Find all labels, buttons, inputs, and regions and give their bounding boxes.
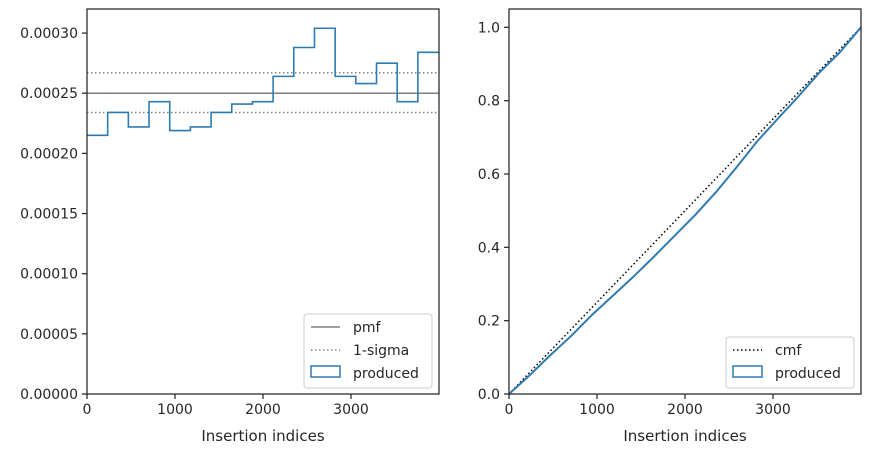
- left-x-axis-label: Insertion indices: [201, 427, 324, 445]
- right-y-tick-label: 0.8: [478, 94, 500, 110]
- legend-sigma-label: 1-sigma: [353, 343, 409, 359]
- right-plot-marks: [508, 26, 862, 395]
- left-x-tick-label: 1000: [157, 402, 193, 418]
- left-y-tick-label: 0.00010: [20, 267, 78, 283]
- pmf-histogram-panel: 0 1000 2000 3000 0.00000 0.00005 0.00010 0.0001…: [20, 8, 440, 445]
- left-x-tick-label: 2000: [245, 402, 281, 418]
- legend-produced-label: produced: [353, 366, 419, 382]
- legend-produced-cmf-swatch: [732, 365, 763, 378]
- right-y-tick-label: 0.4: [478, 240, 500, 256]
- produced-cmf-series: [508, 26, 862, 395]
- left-legend-box: [303, 313, 433, 389]
- left-y-tick-label: 0.00025: [20, 86, 78, 102]
- left-y-tick-label: 0.00020: [20, 146, 78, 162]
- right-y-tick-label: 0.0: [478, 387, 500, 403]
- produced-step-series: [87, 27, 439, 137]
- right-x-tick-label: 0: [505, 402, 514, 418]
- left-plot-marks: [87, 27, 439, 137]
- left-y-tick-label: 0.00030: [20, 26, 78, 42]
- left-y-tick-label: 0.00015: [20, 207, 78, 223]
- legend-pmf-label: pmf: [353, 320, 382, 336]
- left-ticks: 0 1000 2000 3000 0.00000 0.00005 0.00010 0.0001…: [20, 26, 369, 418]
- right-x-tick-label: 1000: [579, 402, 615, 418]
- right-y-tick-label: 0.6: [478, 167, 500, 183]
- right-x-axis-label: Insertion indices: [623, 427, 746, 445]
- left-x-tick-label: 0: [83, 402, 92, 418]
- right-ticks: 0 1000 2000 3000 0.0 0.2 0.4 0.6 0.8 1.0: [478, 20, 791, 418]
- legend-produced-swatch: [310, 365, 341, 378]
- left-x-tick-label: 3000: [333, 402, 369, 418]
- cmf-line: [508, 26, 862, 395]
- right-x-tick-label: 2000: [667, 402, 703, 418]
- left-legend: pmf 1-sigma produced: [303, 313, 433, 389]
- left-y-tick-label: 0.00005: [20, 327, 78, 343]
- right-y-tick-label: 1.0: [478, 20, 500, 36]
- legend-cmf-label: cmf: [775, 343, 802, 359]
- cmf-panel: 0 1000 2000 3000 0.0 0.2 0.4 0.6 0.8 1.0 Insertio…: [478, 8, 862, 445]
- right-x-tick-label: 3000: [755, 402, 791, 418]
- right-axes-frame: [508, 8, 862, 395]
- left-y-tick-label: 0.00000: [20, 387, 78, 403]
- right-legend: cmf produced: [725, 336, 855, 389]
- right-y-tick-label: 0.2: [478, 314, 500, 330]
- legend-produced-cmf-label: produced: [775, 366, 841, 382]
